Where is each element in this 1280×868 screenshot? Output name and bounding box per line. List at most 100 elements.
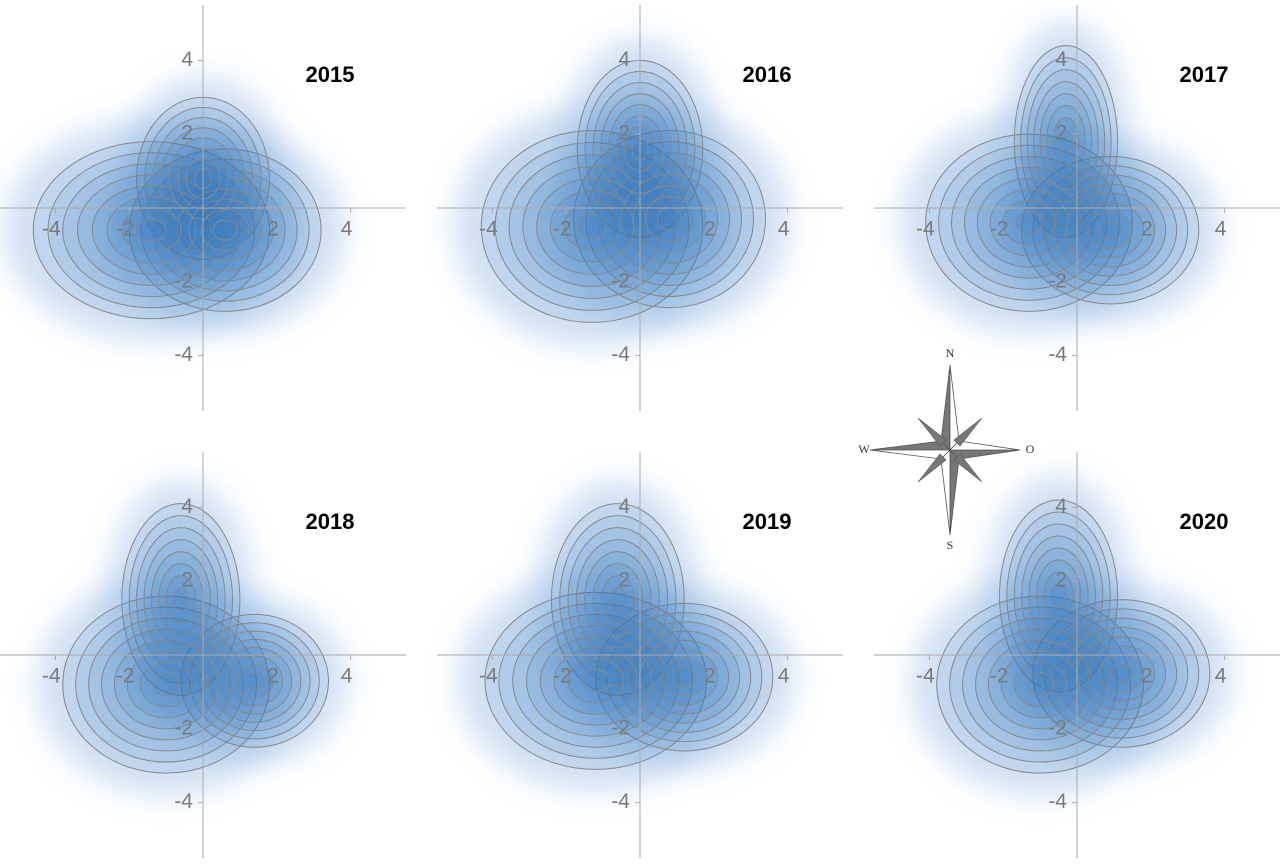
x-tick-label: 2 — [1141, 665, 1153, 688]
density-contour — [1050, 583, 1067, 609]
density-contour — [1000, 650, 1080, 719]
x-tick-label: -4 — [42, 218, 61, 241]
density-contour — [212, 219, 238, 241]
density-contour — [962, 617, 1119, 752]
density-contour — [165, 575, 197, 625]
panel-title: 2017 — [1180, 62, 1229, 87]
density-contour — [949, 606, 1132, 763]
x-tick-label: 4 — [1215, 218, 1227, 241]
compass-south: S — [947, 538, 954, 552]
density-contour — [1043, 571, 1074, 621]
density-contour — [1013, 523, 1104, 669]
y-tick-label: -4 — [1048, 790, 1067, 813]
density-contour — [200, 209, 250, 251]
compass-point — [953, 453, 983, 483]
y-tick-label: -4 — [1048, 343, 1067, 366]
density-contour — [975, 628, 1106, 741]
compass-point — [949, 440, 1021, 451]
x-tick-label: -2 — [116, 665, 135, 688]
x-tick-label: 2 — [1141, 218, 1153, 241]
density-contour — [563, 201, 621, 251]
y-tick-label: 4 — [618, 495, 630, 518]
density-contour — [1015, 211, 1043, 235]
density-contour — [573, 129, 766, 309]
density-contour — [584, 551, 652, 649]
y-tick-label: -2 — [611, 716, 630, 739]
x-tick-label: 2 — [267, 665, 279, 688]
density-contour — [143, 539, 219, 661]
density-contour — [512, 613, 680, 748]
x-tick-label: -2 — [553, 665, 572, 688]
density-contour — [208, 638, 302, 723]
density-contour — [150, 551, 211, 649]
density-contour — [152, 672, 180, 697]
density-contour — [600, 575, 635, 625]
x-tick-label: 4 — [341, 665, 353, 688]
panel: -4 -2 2 4 -4 -2 2 4 2018 — [0, 452, 406, 858]
density-contour — [567, 658, 624, 704]
panel-title: 2019 — [743, 509, 792, 534]
panel-title: 2016 — [743, 62, 792, 87]
density-contour — [925, 133, 1133, 312]
density-contour — [1087, 645, 1156, 702]
x-tick-label: -2 — [116, 218, 135, 241]
density-contour — [633, 185, 707, 253]
density-contour — [1013, 45, 1119, 239]
y-tick-label: 4 — [1055, 495, 1067, 518]
density-glow — [1001, 21, 1131, 262]
density-contour — [172, 587, 189, 613]
density-contour — [1046, 105, 1086, 179]
x-tick-label: 4 — [778, 665, 790, 688]
x-tick-label: 2 — [704, 665, 716, 688]
density-contour — [650, 648, 719, 706]
compass-point — [917, 417, 947, 447]
y-tick-label: 2 — [618, 122, 630, 145]
density-contour — [235, 663, 274, 698]
y-tick-label: -4 — [174, 343, 193, 366]
density-halo — [453, 38, 790, 347]
y-tick-label: 4 — [181, 48, 193, 71]
y-tick-label: 2 — [1055, 569, 1067, 592]
x-tick-label: 2 — [704, 218, 716, 241]
density-contour — [1002, 200, 1056, 246]
panel-title: 2015 — [306, 62, 355, 87]
compass-point — [917, 453, 947, 483]
density-contour — [188, 199, 262, 262]
density-contour — [1028, 547, 1089, 645]
density-halo — [36, 479, 347, 796]
x-tick-label: 2 — [267, 218, 279, 241]
density-contour — [106, 196, 197, 264]
panel: -4 -2 2 4 -4 -2 2 4 2019 — [437, 452, 843, 858]
y-tick-label: 2 — [1055, 122, 1067, 145]
density-contour — [592, 563, 644, 637]
density-contour — [226, 655, 283, 707]
panel: -4 -2 2 4 -4 -2 2 4 2017 — [874, 5, 1280, 411]
x-tick-label: 4 — [778, 218, 790, 241]
panel: -4 -2 2 4 -4 -2 2 4 2016 — [437, 5, 843, 411]
x-tick-label: -4 — [479, 218, 498, 241]
y-tick-label: 2 — [181, 122, 193, 145]
density-contour — [936, 595, 1144, 774]
density-contour — [1065, 626, 1178, 721]
density-contour — [567, 527, 669, 673]
y-tick-label: -2 — [1048, 269, 1067, 292]
panel-title: 2020 — [1180, 509, 1229, 534]
compass-point — [953, 417, 983, 447]
density-contour — [498, 602, 694, 759]
density-contour — [88, 617, 245, 752]
y-tick-label: 2 — [181, 569, 193, 592]
density-contour — [164, 178, 286, 282]
y-tick-label: 4 — [181, 495, 193, 518]
density-contour — [121, 503, 241, 697]
density-contour — [976, 177, 1082, 268]
density-contour — [101, 628, 232, 741]
compass-rose: N S W O — [858, 346, 1034, 552]
density-contour — [136, 218, 167, 242]
density-contour — [126, 650, 206, 719]
density-contour — [1039, 93, 1093, 191]
density-contour — [597, 152, 743, 287]
compass-east: O — [1026, 442, 1035, 456]
